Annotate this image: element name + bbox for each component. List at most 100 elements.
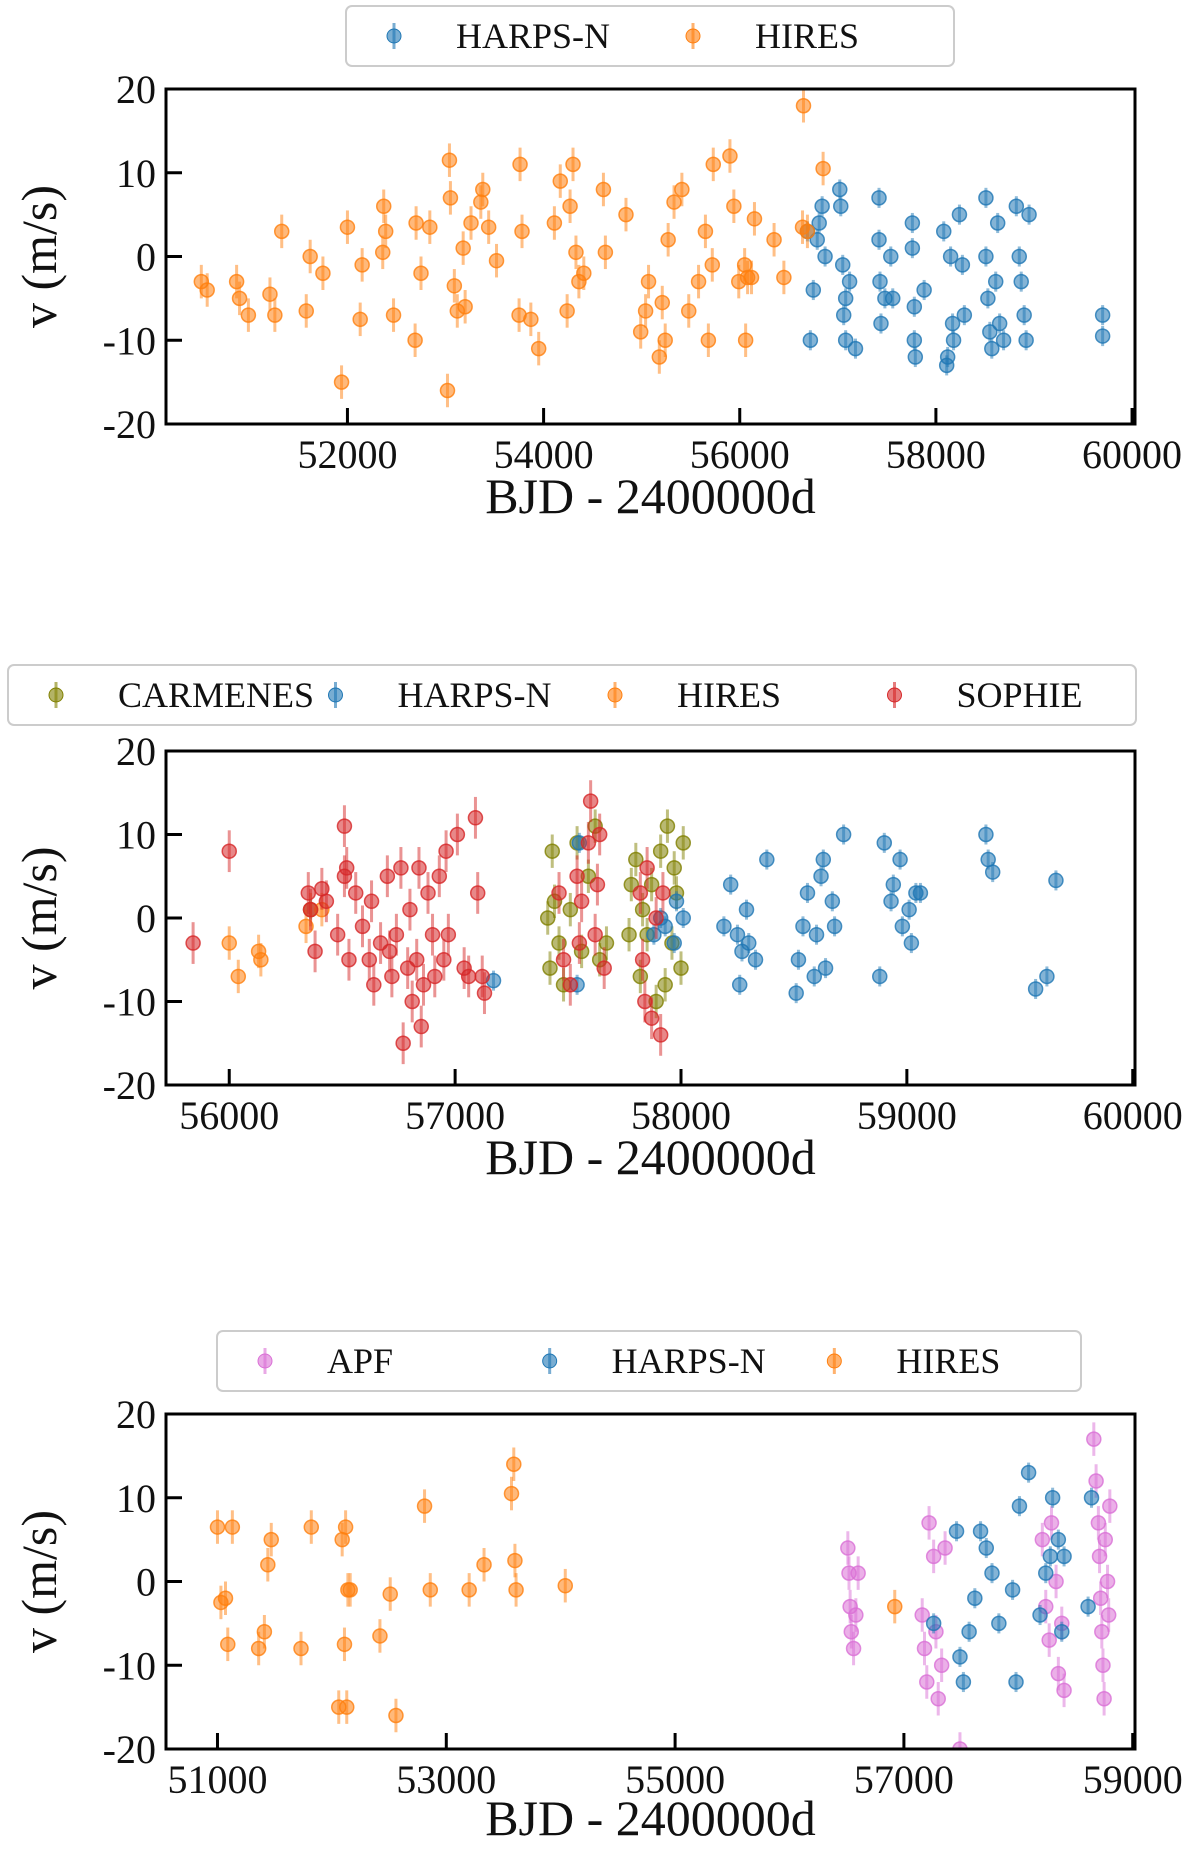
y-tick-label: 10 (116, 151, 156, 196)
point (199, 282, 215, 298)
point (991, 1615, 1007, 1632)
y-tick-label: 20 (116, 1392, 156, 1437)
legend-marker (685, 28, 701, 44)
point (871, 232, 887, 248)
point (302, 248, 318, 265)
point (1094, 1624, 1110, 1640)
point (407, 332, 423, 348)
legend-label: APF (327, 1341, 393, 1381)
point (231, 290, 248, 307)
legend-marker (887, 687, 902, 703)
point (372, 1628, 388, 1644)
point (221, 935, 237, 951)
point (731, 977, 748, 993)
point (512, 156, 528, 173)
x-tick-label: 59000 (857, 1093, 957, 1138)
point (596, 960, 612, 976)
point (989, 215, 1006, 231)
point (337, 1519, 354, 1535)
point (776, 269, 792, 286)
y-tick-label: 10 (116, 813, 156, 858)
point (788, 985, 804, 1001)
point (1018, 332, 1034, 348)
point (530, 340, 547, 357)
point (1056, 1682, 1072, 1699)
point (952, 1741, 968, 1749)
legend-box (345, 5, 955, 67)
point (916, 1640, 933, 1657)
point (587, 926, 603, 943)
point (811, 215, 827, 231)
legend-label: HIRES (677, 675, 781, 715)
point (476, 1557, 492, 1573)
point (666, 194, 682, 210)
legend-label: HIRES (896, 1341, 1000, 1381)
point (460, 968, 477, 985)
point (850, 1565, 866, 1581)
point (643, 1010, 660, 1026)
point (318, 893, 335, 910)
point (841, 273, 858, 290)
legend-box (216, 1330, 1082, 1392)
point (837, 290, 854, 307)
point (634, 901, 651, 918)
x-tick-label: 58000 (631, 1093, 731, 1138)
point (737, 332, 754, 348)
point (984, 864, 1001, 880)
point (978, 1540, 995, 1556)
point (576, 265, 592, 281)
point (1027, 981, 1044, 997)
point (480, 219, 497, 235)
point (995, 332, 1012, 348)
point (562, 901, 579, 918)
point (809, 232, 825, 248)
point (954, 257, 971, 273)
point (557, 1577, 574, 1594)
y-tick-label: -10 (103, 980, 156, 1025)
point (1041, 1632, 1057, 1648)
x-tick-label: 56000 (179, 1093, 279, 1138)
point (933, 1657, 950, 1673)
point (906, 299, 923, 315)
point (1099, 1573, 1116, 1590)
point (565, 156, 581, 173)
point (799, 223, 816, 240)
point (904, 240, 921, 256)
point (872, 273, 888, 290)
point (799, 885, 816, 901)
point (618, 206, 634, 223)
point (463, 215, 479, 231)
legend-label: CARMENES (118, 675, 314, 715)
point (506, 1456, 522, 1472)
x-tick-label: 60000 (1082, 432, 1182, 477)
point (436, 952, 452, 968)
point (648, 910, 664, 926)
point (652, 1027, 669, 1043)
point (632, 324, 649, 340)
point (185, 935, 201, 951)
y-tick-label: 0 (136, 1560, 156, 1605)
point (381, 943, 398, 960)
point (315, 265, 331, 281)
point (336, 1636, 353, 1653)
point (1080, 1598, 1096, 1615)
point (379, 868, 396, 884)
y-tick-label: -20 (103, 1727, 156, 1772)
point (507, 1552, 523, 1569)
point (736, 257, 753, 273)
point (413, 1018, 429, 1035)
point (341, 952, 357, 968)
y-axis-label: v (m/s) (11, 1510, 67, 1653)
point (834, 257, 851, 273)
point (666, 935, 682, 951)
x-axis-label: BJD - 2400000d (485, 468, 816, 524)
point (961, 1624, 977, 1640)
point (303, 1519, 320, 1535)
point (921, 1515, 937, 1531)
point (936, 223, 952, 240)
x-tick-label: 51000 (167, 1757, 267, 1802)
point (408, 952, 425, 968)
point (542, 960, 558, 976)
point (1042, 1548, 1059, 1565)
point (385, 307, 402, 323)
